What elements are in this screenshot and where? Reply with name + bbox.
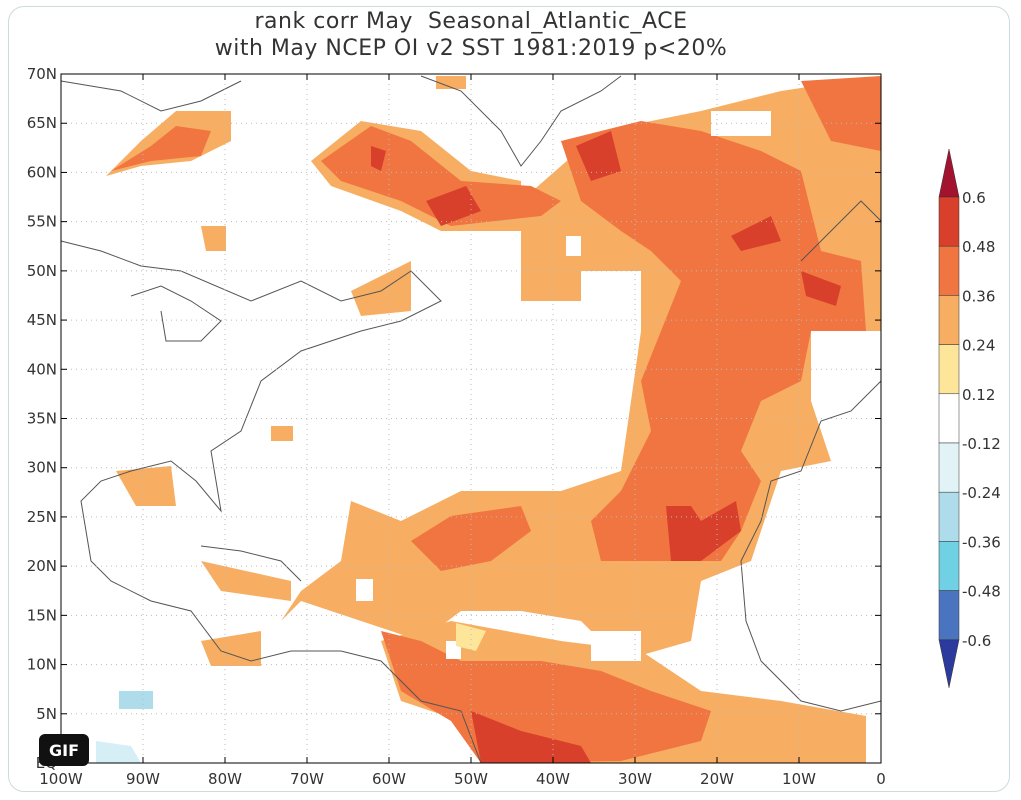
lon-label: 100W [39,770,83,788]
lon-label: 70W [290,770,324,788]
axes: 70N 65N 60N 55N 50N 45N 40N 35N 30N 25N 20N 15N 10N 5… [27,65,886,788]
coastlines [60,75,882,764]
colorbar-label: -0.24 [962,484,1001,502]
map-figure: rank corr May Seasonal_Atlantic_ACE with… [27,9,1001,788]
lat-label: 25N [27,508,57,526]
lon-label: 40W [536,770,570,788]
lon-label: 80W [208,770,242,788]
lon-label: 30W [618,770,652,788]
lat-label: 15N [27,606,57,624]
lat-label: 30N [27,459,57,477]
colorbar-label: 0.12 [962,386,995,404]
lat-label: 10N [27,656,57,674]
lon-label: 20W [700,770,734,788]
post-card: rank corr May Seasonal_Atlantic_ACE with… [8,6,1010,792]
colorbar-label: 0.24 [962,337,995,355]
correlation-field [96,76,881,763]
colorbar-tip [938,148,960,198]
colorbar-label: -0.12 [962,435,1001,453]
lat-label: 40N [27,360,57,378]
gif-badge-label: GIF [49,741,79,760]
colorbar-label: -0.48 [962,583,1001,601]
title-line: rank corr May Seasonal_Atlantic_ACE [255,9,688,34]
lat-label: 50N [27,262,57,280]
colorbar-box [938,344,960,395]
lon-label: 50W [454,770,488,788]
map-frame [60,73,882,764]
lat-label: 65N [27,114,57,132]
lat-label: 60N [27,163,57,181]
lat-label: 20N [27,557,57,575]
colorbar-box [938,295,960,345]
lat-label: 45N [27,311,57,329]
colorbar-box [938,541,960,591]
colorbar: 0.6 0.48 0.36 0.24 0.12 -0.12 -0.24 -0.36 -0.48 -… [938,148,1001,688]
lat-label: 5N [36,705,57,723]
colorbar-label: -0.36 [962,533,1001,551]
colorbar-box [938,196,960,247]
colorbar-box [938,393,960,444]
lon-label: 90W [126,770,160,788]
colorbar-label: 0.48 [962,238,995,256]
colorbar-box [938,245,960,296]
lat-label: 35N [27,410,57,428]
colorbar-box [938,491,960,542]
colorbar-box [938,590,960,641]
gif-badge [39,734,89,766]
lat-label: 70N [27,65,57,83]
colorbar-label: 0.36 [962,287,995,305]
lon-label: 60W [372,770,406,788]
colorbar-label: -0.6 [962,632,991,650]
lat-label: 55N [27,213,57,231]
lon-label: 10W [782,770,816,788]
title-line: with May NCEP OI v2 SST 1981:2019 p<20% [215,36,727,61]
lon-label: 0 [876,770,886,788]
colorbar-box [938,442,960,493]
colorbar-label: 0.6 [962,189,986,207]
colorbar-tip [938,639,960,688]
